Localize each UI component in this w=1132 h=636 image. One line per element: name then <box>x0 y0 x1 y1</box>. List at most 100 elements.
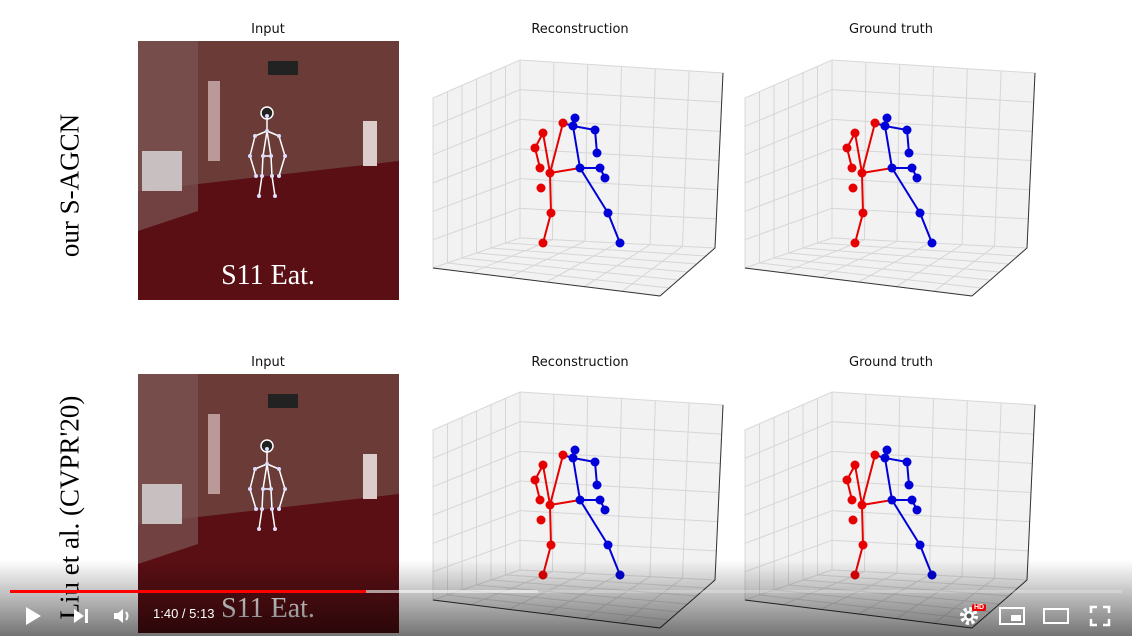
skeleton-bone <box>266 463 280 470</box>
current-time: 1:40 <box>153 606 179 621</box>
skeleton-joint-left <box>858 540 868 550</box>
play-button[interactable] <box>18 602 48 630</box>
skeleton-hip-bone <box>861 167 893 174</box>
skeleton-joint <box>265 129 269 133</box>
hd-badge: HD <box>972 604 987 611</box>
skeleton-bone <box>249 468 256 490</box>
skeleton-joint <box>261 154 265 158</box>
fullscreen-button[interactable] <box>1085 602 1115 630</box>
input-title-bottom: Input <box>251 355 285 370</box>
reconstruction-title-top: Reconstruction <box>531 22 629 37</box>
skeleton-bone <box>249 135 256 157</box>
skeleton-joint-left <box>536 515 546 525</box>
skeleton-joint <box>248 154 252 158</box>
skeleton-head <box>882 113 892 123</box>
skeleton-joint-right <box>902 457 912 467</box>
skeleton-joint-left <box>530 143 540 153</box>
time-display: 1:40 / 5:13 <box>153 606 214 621</box>
skeleton-bone <box>278 135 286 157</box>
skeleton-bone <box>249 155 257 177</box>
skeleton-joint-right <box>590 457 600 467</box>
theater-button[interactable] <box>1041 602 1071 630</box>
skeleton-bone-left <box>549 454 564 506</box>
skeleton-joint <box>283 487 287 491</box>
skeleton-bone-right <box>919 212 933 244</box>
skeleton-joint-right <box>907 163 917 173</box>
skeleton-joint-left <box>558 118 568 128</box>
skeleton-joint-left <box>842 475 852 485</box>
skeleton-joint-right <box>568 121 578 131</box>
axis-x <box>744 267 973 297</box>
skeleton-joint <box>265 462 269 466</box>
reconstruction-title-bottom: Reconstruction <box>531 355 629 370</box>
miniplayer-button[interactable] <box>997 602 1027 630</box>
skeleton-joint-left <box>870 118 880 128</box>
input-image-top: S11 Eat. <box>138 41 399 300</box>
ground-truth-title-top: Ground truth <box>849 22 933 37</box>
skeleton-bone <box>254 463 268 470</box>
skeleton-bone <box>270 488 273 510</box>
skeleton-bone-right <box>884 457 893 501</box>
skeleton-joint-left <box>545 500 555 510</box>
radiator <box>142 484 182 524</box>
skeleton-bone-right <box>891 499 921 546</box>
skeleton-joint-left <box>546 208 556 218</box>
skeleton-joint <box>254 174 258 178</box>
skeleton-joint <box>270 174 274 178</box>
skeleton-bone <box>271 175 276 197</box>
next-button[interactable] <box>66 602 96 630</box>
skeleton-bone <box>278 468 286 490</box>
skeleton-bone <box>278 155 286 177</box>
reconstruction-plot-top <box>432 59 724 297</box>
skeleton-joint-left <box>546 540 556 550</box>
wall-light <box>208 81 220 161</box>
miniplayer-icon <box>999 607 1025 625</box>
skeleton-bone-right <box>572 125 581 169</box>
skeleton-joint-left <box>857 168 867 178</box>
duration: 5:13 <box>189 606 215 621</box>
skeleton-joint-left <box>538 460 548 470</box>
skeleton-bone-right <box>572 457 581 501</box>
skeleton-bone-left <box>549 504 552 546</box>
skeleton-joint-right <box>575 163 585 173</box>
skeleton-bone <box>266 463 272 490</box>
skeleton-bone-left <box>542 132 551 174</box>
skeleton-joint <box>269 487 273 491</box>
door <box>363 454 377 499</box>
progress-played <box>10 590 366 593</box>
axis-z <box>1026 72 1036 249</box>
skeleton-joint-left <box>847 163 857 173</box>
skeleton-bone-left <box>861 122 876 174</box>
progress-bar[interactable] <box>10 590 1122 595</box>
skeleton-bone <box>254 130 268 137</box>
axis-z <box>714 404 724 581</box>
skeleton-joint <box>273 527 277 531</box>
skeleton-joint-right <box>915 540 925 550</box>
projector <box>268 394 298 408</box>
volume-button[interactable] <box>108 602 138 630</box>
skeleton-joint-right <box>592 480 602 490</box>
skeleton-joint <box>265 447 269 451</box>
skeleton-bone <box>278 488 286 510</box>
skeleton-bone-left <box>861 454 876 506</box>
skeleton-joint-left <box>538 238 548 248</box>
skeleton-joint <box>273 194 277 198</box>
skeleton-bone-right <box>884 125 893 169</box>
skeleton-joint-right <box>927 238 937 248</box>
skeleton-joint-left <box>870 450 880 460</box>
skeleton-joint <box>283 154 287 158</box>
skeleton-joint-left <box>847 495 857 505</box>
skeleton-joint <box>261 487 265 491</box>
skeleton-bone-right <box>891 167 921 214</box>
skeleton-joint-left <box>535 163 545 173</box>
skeleton-joint-left <box>535 495 545 505</box>
skeleton-bone-left <box>549 172 552 214</box>
skeleton-head <box>882 445 892 455</box>
fullscreen-icon <box>1089 605 1111 627</box>
skeleton-bone <box>270 155 273 177</box>
settings-button[interactable] <box>954 602 984 630</box>
skeleton-bone-left <box>542 212 552 244</box>
door <box>363 121 377 166</box>
skeleton-joint-left <box>842 143 852 153</box>
